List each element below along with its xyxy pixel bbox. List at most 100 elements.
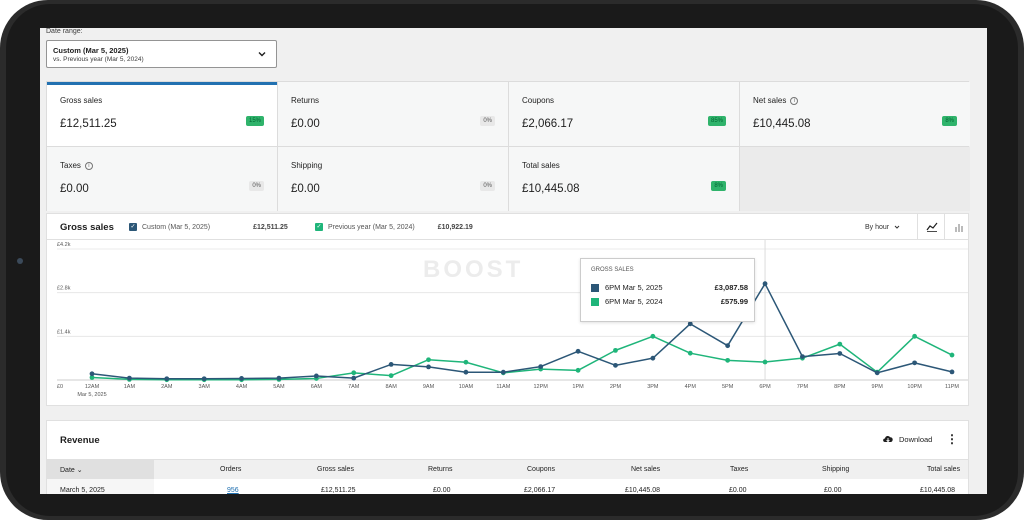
data-point-current bbox=[388, 362, 394, 367]
x-tick-label: 2PM bbox=[610, 384, 622, 390]
card-value: £10,445.08 bbox=[522, 183, 580, 195]
column-returns[interactable]: Returns bbox=[428, 466, 453, 473]
column-net-sales[interactable]: Net sales bbox=[631, 466, 661, 473]
data-point-current bbox=[126, 375, 132, 381]
x-tick-label: 8AM bbox=[385, 384, 397, 390]
x-tick-label: 1PM bbox=[572, 384, 584, 390]
card-value: £0.00 bbox=[60, 183, 89, 195]
series-line-previous bbox=[91, 335, 953, 381]
card-label: Gross sales bbox=[60, 96, 102, 105]
date-range-label: Date range: bbox=[46, 28, 83, 35]
data-point-current bbox=[912, 360, 918, 366]
card-label-text: Net sales bbox=[753, 96, 787, 105]
data-point-current bbox=[725, 343, 731, 349]
x-tick-label: 12AM bbox=[85, 384, 100, 390]
card-total-sales[interactable]: Total sales £10,445.08 8% bbox=[509, 147, 739, 211]
date-range-main: Custom (Mar 5, 2025) bbox=[53, 46, 129, 55]
card-shipping[interactable]: Shipping £0.00 0% bbox=[278, 147, 508, 211]
y-tick-label: £2.8k bbox=[57, 286, 71, 292]
x-tick-label: 6PM bbox=[759, 384, 771, 390]
info-icon[interactable]: i bbox=[84, 161, 93, 170]
date-range-picker[interactable]: Custom (Mar 5, 2025) vs. Previous year (… bbox=[46, 40, 277, 68]
data-point-current bbox=[949, 369, 955, 375]
front-camera bbox=[17, 258, 23, 264]
card-gross-sales[interactable]: Gross sales £12,511.25 15% bbox=[47, 82, 277, 146]
card-net-sales[interactable]: Net sales i £10,445.08 8% bbox=[740, 82, 970, 146]
legend-previous[interactable]: ✓ Previous year (Mar 5, 2024) £10,922.19 bbox=[315, 223, 473, 231]
data-point-previous bbox=[912, 333, 918, 339]
data-point-current bbox=[201, 376, 207, 382]
cell-shipping: £0.00 bbox=[824, 487, 842, 494]
legend-current[interactable]: ✓ Custom (Mar 5, 2025) £12,511.25 bbox=[129, 223, 288, 231]
column-orders[interactable]: Orders bbox=[220, 466, 242, 473]
info-icon[interactable]: i bbox=[790, 96, 799, 105]
legend-previous-label: Previous year (Mar 5, 2024) bbox=[328, 223, 415, 231]
data-point-previous bbox=[388, 373, 394, 379]
bar-chart-icon bbox=[954, 224, 963, 232]
cell-returns: £0.00 bbox=[433, 487, 451, 494]
column-shipping[interactable]: Shipping bbox=[822, 466, 850, 473]
cell-coupons: £2,066.17 bbox=[524, 487, 556, 494]
x-tick-label: 6AM bbox=[311, 384, 323, 390]
card-label: Net sales i bbox=[753, 96, 799, 105]
cell-date: March 5, 2025 bbox=[47, 479, 154, 494]
line-chart-button[interactable] bbox=[917, 214, 945, 240]
x-tick-label: 5PM bbox=[722, 384, 734, 390]
column-coupons[interactable]: Coupons bbox=[527, 466, 556, 473]
chart-header: Gross sales ✓ Custom (Mar 5, 2025) £12,5… bbox=[47, 214, 968, 240]
data-point-current bbox=[575, 348, 581, 354]
swatch-current bbox=[591, 283, 599, 292]
data-point-current bbox=[538, 364, 544, 369]
column-total-sales[interactable]: Total sales bbox=[927, 466, 961, 473]
gross-sales-chart: £0 £1.4k £2.8k £4.2k 12AM 1AM 2AM 3AM 4AM 5AM 6AM 7… bbox=[57, 240, 968, 398]
data-point-current bbox=[762, 281, 768, 287]
legend-previous-value: £10,922.19 bbox=[437, 223, 473, 231]
cell-orders-link[interactable]: 956 bbox=[227, 487, 239, 494]
column-gross-sales[interactable]: Gross sales bbox=[317, 466, 354, 473]
card-label: Taxes i bbox=[60, 161, 93, 170]
interval-select[interactable]: By hour bbox=[865, 223, 901, 231]
cloud-download-icon bbox=[883, 435, 893, 443]
card-label-text: Shipping bbox=[291, 161, 323, 170]
card-label-text: Coupons bbox=[522, 96, 555, 105]
card-taxes[interactable]: Taxes i £0.00 0% bbox=[47, 147, 277, 211]
data-point-previous bbox=[837, 341, 843, 347]
data-point-previous bbox=[687, 350, 693, 356]
y-tick-label: £1.4k bbox=[57, 329, 71, 335]
download-button[interactable]: Download bbox=[882, 434, 932, 444]
column-date[interactable]: Date ⌄ bbox=[47, 460, 154, 480]
data-point-previous bbox=[762, 359, 768, 365]
data-point-current bbox=[650, 355, 656, 361]
data-point-current bbox=[687, 321, 693, 327]
bar-chart-button[interactable] bbox=[944, 214, 972, 240]
data-point-current bbox=[276, 375, 282, 381]
series-line-current bbox=[91, 282, 953, 380]
card-value: £10,445.08 bbox=[753, 118, 811, 130]
data-point-previous bbox=[613, 347, 618, 353]
card-coupons[interactable]: Coupons £2,066.17 85% bbox=[509, 82, 739, 146]
date-range-compare: vs. Previous year (Mar 5, 2024) bbox=[53, 56, 144, 63]
x-tick-label: 3PM bbox=[647, 384, 659, 390]
card-label: Returns bbox=[291, 96, 319, 105]
x-tick-label: 3AM bbox=[199, 384, 211, 390]
data-point-previous bbox=[426, 357, 431, 363]
data-point-previous bbox=[89, 375, 95, 380]
x-tick-label: 9AM bbox=[423, 384, 435, 390]
data-point-previous bbox=[949, 352, 955, 358]
chart-title: Gross sales bbox=[60, 222, 114, 233]
more-options-icon[interactable]: ⋮ bbox=[946, 432, 958, 446]
x-tick-label: 11PM bbox=[945, 384, 959, 390]
watermark: BOOST bbox=[423, 256, 524, 283]
card-value: £0.00 bbox=[291, 118, 320, 130]
delta-badge: 85% bbox=[707, 116, 726, 126]
legend-current-value: £12,511.25 bbox=[253, 223, 288, 231]
card-returns[interactable]: Returns £0.00 0% bbox=[278, 82, 508, 146]
x-tick-label: 10PM bbox=[907, 384, 922, 390]
column-taxes[interactable]: Taxes bbox=[730, 466, 749, 473]
delta-badge: 15% bbox=[245, 116, 264, 126]
data-point-previous bbox=[650, 333, 656, 339]
y-tick-label: £4.2k bbox=[57, 242, 71, 248]
x-tick-label: 9PM bbox=[872, 384, 884, 390]
delta-badge: 8% bbox=[711, 181, 726, 191]
